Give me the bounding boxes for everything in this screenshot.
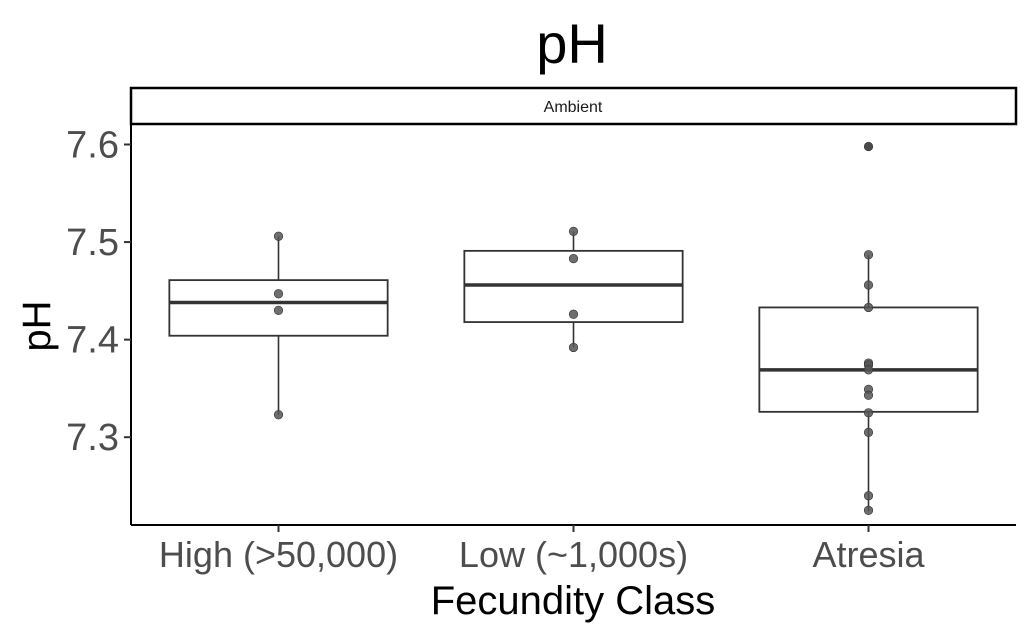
data-point	[863, 427, 874, 437]
data-point	[568, 342, 579, 353]
box-group	[168, 236, 389, 415]
y-tick-label: 7.5	[66, 222, 119, 264]
x-axis-title: Fecundity Class	[431, 579, 716, 623]
y-axis-title: pH	[15, 300, 59, 351]
box-group	[463, 231, 684, 348]
plot-area	[130, 125, 1016, 526]
data-point	[863, 505, 874, 515]
y-axis-ticks: 7.3 7.4 7.5 7.6	[66, 125, 131, 459]
x-tick-label: Atresia	[812, 534, 925, 575]
data-point	[863, 365, 874, 375]
facet-strip-box	[129, 86, 1018, 126]
data-point	[863, 302, 874, 313]
y-tick-label: 7.4	[66, 320, 119, 362]
data-point	[863, 280, 874, 290]
x-axis-ticks: High (>50,000) Low (~1,000s) Atresia	[159, 525, 925, 575]
facet-strip: Ambient	[129, 86, 1018, 126]
y-tick-label: 7.3	[66, 417, 119, 459]
data-point	[273, 289, 284, 299]
data-point	[568, 226, 579, 236]
data-point	[568, 254, 579, 264]
facet-strip-label: Ambient	[544, 99, 603, 116]
data-point	[863, 491, 874, 501]
data-point	[863, 408, 874, 418]
chart-title: pH	[536, 12, 608, 75]
data-point	[273, 231, 284, 241]
data-point	[568, 309, 579, 319]
box-group	[758, 254, 979, 512]
x-tick-label: High (>50,000)	[159, 534, 398, 575]
y-tick-label: 7.6	[66, 125, 119, 167]
data-point	[863, 390, 874, 400]
data-point	[273, 305, 284, 315]
data-point	[863, 141, 874, 152]
x-tick-label: Low (~1,000s)	[459, 534, 688, 575]
data-point	[863, 250, 874, 260]
data-point	[273, 410, 284, 420]
